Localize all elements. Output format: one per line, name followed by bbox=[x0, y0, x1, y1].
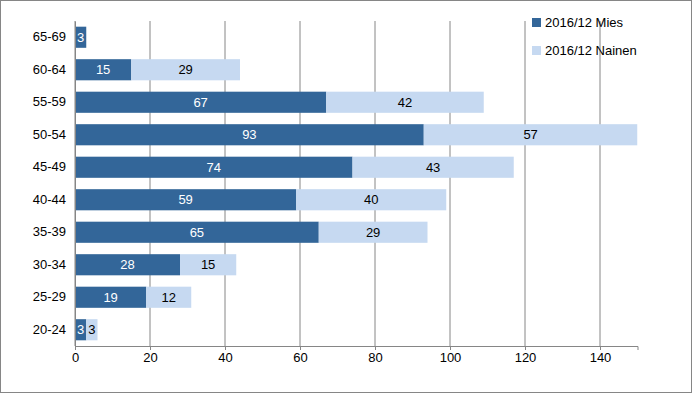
data-label: 19 bbox=[103, 290, 117, 305]
data-label: 12 bbox=[162, 290, 176, 305]
data-label: 57 bbox=[523, 127, 537, 142]
legend-item: 2016/12 Mies bbox=[532, 15, 624, 30]
grid-line bbox=[75, 21, 76, 346]
grid-line bbox=[300, 21, 301, 346]
chart: 3156793745965281932942574340291512302040… bbox=[0, 0, 692, 393]
bar bbox=[75, 124, 424, 145]
tick-label: 80 bbox=[368, 350, 382, 365]
tick-label: 60-64 bbox=[33, 62, 66, 77]
tick: 65-69 bbox=[33, 29, 66, 44]
bar bbox=[131, 59, 240, 80]
bar bbox=[180, 254, 236, 275]
tick-label: 100 bbox=[440, 350, 462, 365]
series bbox=[86, 59, 637, 340]
bar bbox=[75, 27, 86, 48]
tick: 30-34 bbox=[33, 257, 66, 272]
legend-item: 2016/12 Nainen bbox=[532, 43, 637, 58]
data-label: 74 bbox=[207, 160, 221, 175]
chart-frame bbox=[1, 1, 692, 393]
data-label: 28 bbox=[120, 257, 134, 272]
grid-line bbox=[450, 21, 451, 346]
legend-label: 2016/12 Mies bbox=[545, 15, 624, 30]
bar bbox=[353, 157, 514, 178]
legend-swatch bbox=[532, 18, 541, 27]
tick-label: 65-69 bbox=[33, 29, 66, 44]
bar bbox=[296, 189, 446, 210]
bar bbox=[75, 92, 326, 113]
tick: 20-24 bbox=[33, 322, 66, 337]
tick: 120 bbox=[515, 346, 537, 365]
tick: 60 bbox=[293, 346, 307, 365]
legend-label: 2016/12 Nainen bbox=[545, 43, 637, 58]
data-label: 15 bbox=[96, 62, 110, 77]
x-axis: 0 20 40 60 80 100 120 140 bbox=[72, 346, 638, 365]
tick: 60-64 bbox=[33, 62, 66, 77]
plot: 3156793745965281932942574340291512302040… bbox=[33, 21, 638, 365]
data-label: 59 bbox=[178, 192, 192, 207]
tick-label: 25-29 bbox=[33, 289, 66, 304]
tick-label: 40 bbox=[218, 350, 232, 365]
bar bbox=[75, 319, 86, 340]
tick: 0 bbox=[72, 346, 79, 365]
data-label: 67 bbox=[193, 95, 207, 110]
bar bbox=[75, 254, 180, 275]
data-label: 93 bbox=[242, 127, 256, 142]
legend: 2016/12 Mies 2016/12 Nainen bbox=[532, 15, 637, 58]
tick-label: 20-24 bbox=[33, 322, 66, 337]
bar bbox=[319, 222, 428, 243]
tick: 45-49 bbox=[33, 159, 66, 174]
tick-label: 35-39 bbox=[33, 224, 66, 239]
bar bbox=[86, 319, 97, 340]
grid-line bbox=[525, 21, 526, 346]
bars bbox=[75, 27, 638, 341]
tick: 40-44 bbox=[33, 192, 66, 207]
tick: 140 bbox=[590, 346, 612, 365]
tick-label: 60 bbox=[293, 350, 307, 365]
tick-label: 20 bbox=[143, 350, 157, 365]
tick-label: 55-59 bbox=[33, 94, 66, 109]
grid-line bbox=[600, 21, 601, 346]
bar bbox=[326, 92, 484, 113]
data-label: 3 bbox=[77, 30, 84, 45]
tick: 55-59 bbox=[33, 94, 66, 109]
tick: 40 bbox=[218, 346, 232, 365]
y-axis: 65-69 60-64 55-59 50-54 45-49 40-44 35-39 30-34… bbox=[33, 22, 76, 347]
tick-label: 50-54 bbox=[33, 127, 66, 142]
data-label: 3 bbox=[77, 322, 84, 337]
data-label: 40 bbox=[364, 192, 378, 207]
bar bbox=[75, 222, 319, 243]
data-label: 29 bbox=[366, 225, 380, 240]
data-label: 42 bbox=[398, 95, 412, 110]
grid bbox=[75, 21, 600, 346]
tick: 50-54 bbox=[33, 127, 66, 142]
axis-line bbox=[76, 347, 639, 351]
tick: 80 bbox=[368, 346, 382, 365]
tick-label: 140 bbox=[590, 350, 612, 365]
data-labels: 3 15 67 93 74 59 65 28 19 3 29 42 57 43 40 29 15 12 3 bbox=[77, 30, 538, 338]
tick: 100 bbox=[440, 346, 462, 365]
bar bbox=[75, 189, 296, 210]
data-label: 29 bbox=[178, 62, 192, 77]
bar bbox=[424, 124, 638, 145]
tick-label: 30-34 bbox=[33, 257, 66, 272]
tick-label: 0 bbox=[72, 350, 79, 365]
legend-swatch bbox=[532, 46, 541, 55]
data-label: 15 bbox=[201, 257, 215, 272]
bar bbox=[75, 157, 353, 178]
data-label: 43 bbox=[426, 160, 440, 175]
tick-label: 120 bbox=[515, 350, 537, 365]
tick-label: 45-49 bbox=[33, 159, 66, 174]
tick-label: 40-44 bbox=[33, 192, 66, 207]
data-label: 65 bbox=[190, 225, 204, 240]
tick: 35-39 bbox=[33, 224, 66, 239]
tick: 20 bbox=[143, 346, 157, 365]
bar bbox=[75, 287, 146, 308]
series bbox=[75, 27, 424, 341]
data-label: 3 bbox=[88, 322, 95, 337]
tick: 25-29 bbox=[33, 289, 66, 304]
bar bbox=[146, 287, 191, 308]
grid-line bbox=[375, 21, 376, 346]
bar bbox=[75, 59, 131, 80]
axis-line bbox=[75, 22, 76, 347]
